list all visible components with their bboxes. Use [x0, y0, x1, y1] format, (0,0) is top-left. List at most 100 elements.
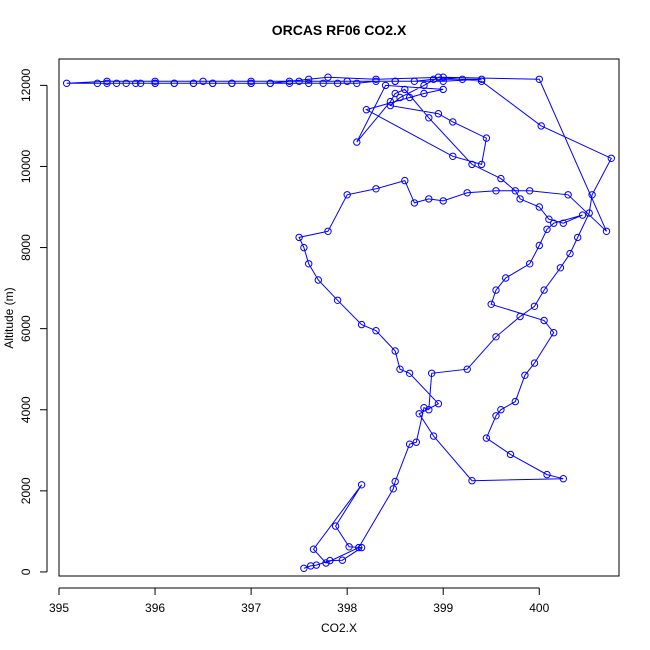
- data-point: [324, 73, 332, 81]
- data-point: [93, 79, 102, 88]
- data-point: [381, 81, 390, 90]
- data-point: [305, 79, 313, 88]
- data-point: [389, 485, 397, 493]
- data-point: [530, 359, 539, 367]
- data-point: [103, 77, 111, 86]
- data-point: [429, 75, 438, 84]
- data-point: [355, 543, 363, 552]
- y-tick-label: 8000: [19, 234, 33, 261]
- data-point: [511, 187, 519, 195]
- x-tick-label: 398: [337, 601, 357, 615]
- data-point: [497, 406, 505, 414]
- data-point: [550, 329, 558, 337]
- data-point: [449, 118, 457, 126]
- y-axis-label: Altitude (m): [2, 287, 16, 348]
- data-point: [386, 97, 395, 106]
- data-point: [429, 432, 438, 440]
- data-point: [439, 73, 447, 81]
- data-point: [122, 79, 130, 88]
- y-tick-label: 4000: [19, 396, 33, 423]
- data-point: [428, 369, 436, 377]
- data-point: [415, 410, 423, 418]
- data-point: [566, 249, 574, 258]
- data-point: [530, 302, 539, 310]
- y-tick-label: 0: [19, 568, 33, 575]
- data-point: [602, 227, 611, 236]
- data-point: [543, 470, 551, 479]
- data-point: [420, 81, 428, 90]
- y-tick-label: 2000: [19, 477, 33, 504]
- data-point: [477, 160, 486, 169]
- data-point: [449, 152, 457, 161]
- x-tick-label: 396: [145, 601, 165, 615]
- data-point: [559, 219, 567, 227]
- data-point: [564, 191, 572, 199]
- y-tick-label: 6000: [19, 315, 33, 342]
- data-point: [492, 286, 500, 294]
- data-point: [391, 477, 399, 486]
- data-point: [372, 75, 380, 84]
- x-tick-label: 397: [241, 601, 261, 615]
- data-point: [410, 77, 419, 86]
- data-point: [559, 475, 567, 483]
- co2-altitude-series-points: [62, 73, 615, 572]
- data-point: [405, 93, 414, 102]
- data-point: [482, 134, 491, 142]
- data-point: [309, 545, 318, 553]
- data-point: [463, 365, 471, 373]
- data-point: [439, 77, 447, 86]
- data-point: [439, 197, 447, 205]
- data-point: [300, 243, 308, 252]
- data-point: [324, 227, 332, 236]
- data-point: [425, 195, 433, 203]
- data-point: [305, 75, 313, 84]
- data-point: [537, 122, 545, 130]
- y-axis-ticks: 0 2000 4000 6000 8000 10000 12000: [19, 68, 47, 575]
- data-point: [326, 556, 334, 565]
- plot-frame: [58, 58, 620, 577]
- data-point: [228, 79, 236, 88]
- data-point: [535, 203, 543, 211]
- data-point: [209, 79, 217, 88]
- x-axis-ticks: 395 396 397 398 399 400: [49, 588, 550, 615]
- data-point: [132, 79, 140, 88]
- data-point: [136, 79, 145, 88]
- data-point: [535, 75, 543, 84]
- data-point: [550, 219, 558, 227]
- data-point: [420, 404, 428, 412]
- y-tick-label: 12000: [19, 68, 33, 102]
- data-point: [285, 77, 294, 86]
- data-point: [322, 559, 330, 567]
- data-point: [199, 77, 207, 86]
- data-point: [314, 276, 322, 284]
- data-point: [521, 371, 529, 379]
- data-point: [468, 160, 476, 169]
- data-point: [588, 191, 596, 199]
- data-point: [295, 233, 303, 242]
- data-point: [357, 481, 366, 489]
- data-point: [372, 77, 380, 86]
- data-point: [487, 300, 495, 308]
- data-point: [333, 296, 342, 304]
- x-tick-label: 399: [433, 601, 453, 615]
- x-tick-label: 400: [529, 601, 549, 615]
- x-tick-label: 395: [49, 601, 69, 615]
- data-point: [556, 264, 565, 272]
- data-point: [151, 77, 159, 86]
- data-point: [477, 77, 486, 86]
- data-point: [425, 114, 433, 122]
- data-point: [391, 89, 399, 98]
- data-point: [492, 187, 500, 195]
- data-point: [540, 316, 548, 325]
- data-point: [151, 79, 159, 88]
- data-point: [391, 347, 399, 355]
- data-point: [526, 187, 534, 195]
- chart-title: ORCAS RF06 CO2.X: [272, 22, 407, 38]
- data-point: [492, 333, 500, 341]
- data-point: [434, 73, 443, 81]
- data-point: [412, 438, 420, 446]
- data-point: [319, 79, 327, 88]
- data-point: [357, 543, 366, 552]
- data-point: [372, 185, 380, 193]
- data-point: [506, 450, 515, 459]
